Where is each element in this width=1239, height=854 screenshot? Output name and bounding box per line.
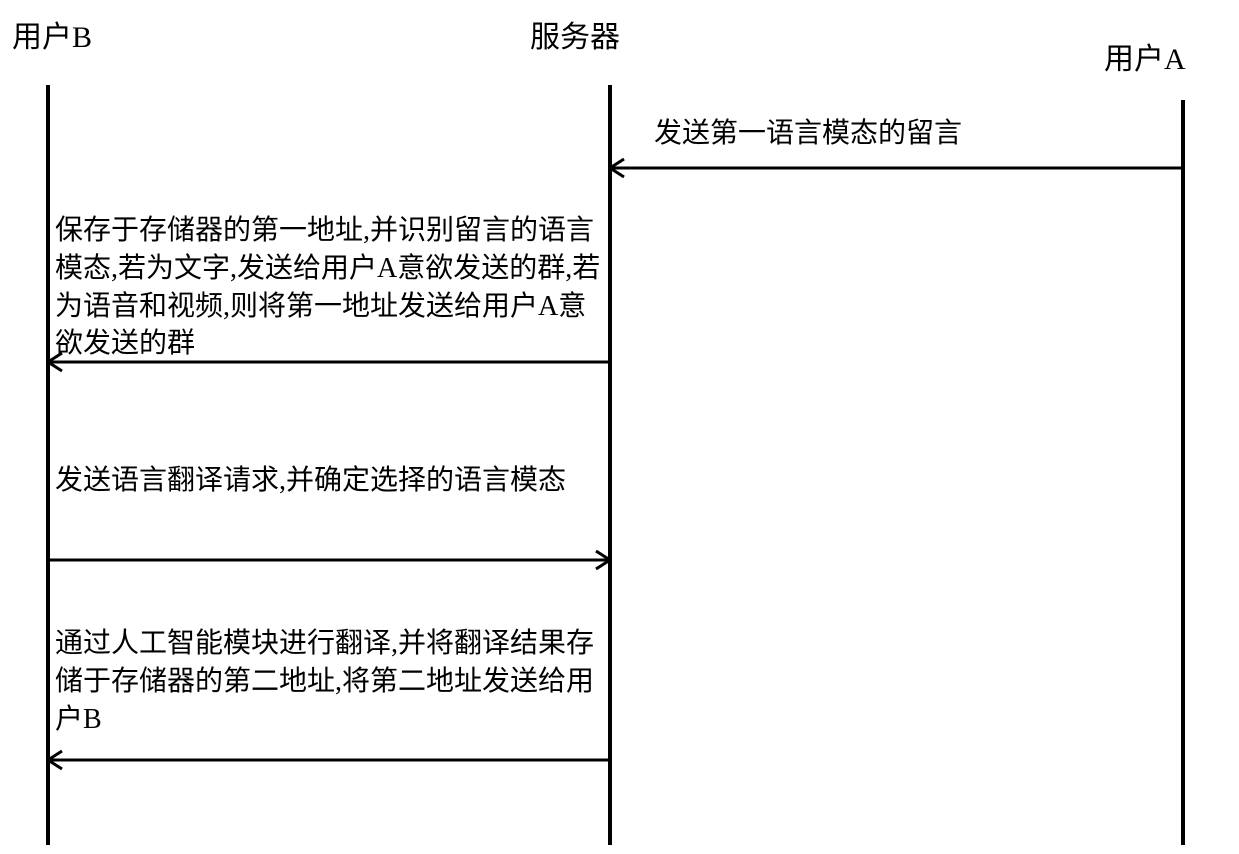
sequence-svg bbox=[0, 0, 1239, 854]
